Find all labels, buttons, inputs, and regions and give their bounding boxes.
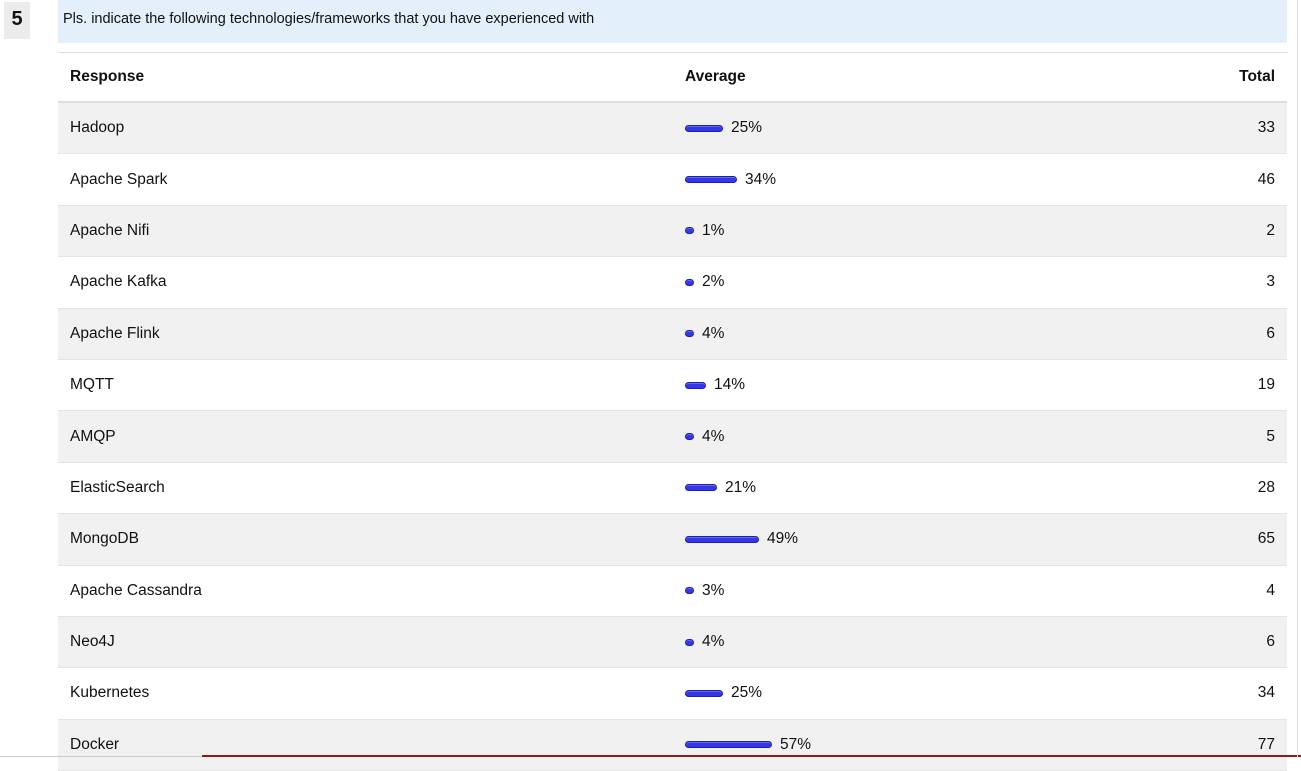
average-percent: 21% — [725, 478, 757, 496]
average-cell: 3% — [685, 582, 724, 600]
average-percent: 4% — [702, 633, 725, 651]
results-table: Response Average Total Hadoop 25% 33 Apache… — [58, 52, 1287, 771]
average-bar — [685, 741, 772, 749]
total-value: 6 — [1266, 633, 1275, 651]
total-value: 28 — [1257, 478, 1275, 496]
total-value: 2 — [1266, 221, 1275, 239]
total-value: 4 — [1266, 581, 1275, 599]
response-label: ElasticSearch — [70, 478, 165, 496]
question-number: 5 — [4, 2, 30, 39]
table-row: MQTT 14% 19 — [58, 360, 1287, 412]
table-row: Kubernetes 25% 34 — [58, 668, 1287, 720]
header-average: Average — [685, 68, 746, 85]
average-bar — [685, 227, 694, 235]
average-cell: 49% — [685, 530, 798, 548]
average-percent: 14% — [714, 376, 746, 394]
average-cell: 4% — [685, 325, 724, 343]
average-bar — [685, 433, 694, 441]
average-percent: 34% — [745, 170, 777, 188]
total-value: 6 — [1266, 324, 1275, 342]
scroll-divider — [202, 755, 1301, 757]
average-bar — [685, 176, 737, 184]
table-row: Apache Flink 4% 6 — [58, 308, 1287, 360]
table-row: Apache Nifi 1% 2 — [58, 205, 1287, 258]
average-percent: 49% — [767, 530, 799, 548]
average-cell: 4% — [685, 428, 724, 446]
table-row: Apache Spark 34% 46 — [58, 154, 1287, 206]
average-bar — [685, 381, 706, 389]
average-percent: 3% — [702, 581, 725, 599]
table-row: Hadoop 25% 33 — [58, 103, 1287, 155]
average-percent: 4% — [702, 427, 725, 445]
average-bar — [685, 638, 694, 646]
average-cell: 25% — [685, 684, 762, 702]
average-percent: 2% — [702, 273, 725, 291]
average-bar — [685, 484, 717, 492]
response-label: Apache Nifi — [70, 221, 150, 239]
table-row: AMQP 4% 5 — [58, 411, 1287, 463]
total-value: 19 — [1257, 376, 1275, 394]
page-edge — [1297, 0, 1298, 758]
total-value: 3 — [1266, 273, 1275, 291]
average-percent: 1% — [702, 221, 725, 239]
average-percent: 4% — [702, 324, 725, 342]
divider — [0, 756, 202, 757]
average-percent: 57% — [780, 735, 812, 753]
response-label: MongoDB — [70, 530, 139, 548]
response-label: Apache Flink — [70, 324, 160, 342]
table-row: ElasticSearch 21% 28 — [58, 463, 1287, 515]
average-cell: 25% — [685, 119, 762, 137]
header-response: Response — [70, 68, 145, 85]
average-cell: 2% — [685, 273, 724, 291]
header-total: Total — [1239, 68, 1275, 85]
average-bar — [685, 587, 694, 595]
total-value: 5 — [1266, 427, 1275, 445]
table-row: Neo4J 4% 6 — [58, 616, 1287, 669]
average-bar — [685, 689, 723, 697]
average-bar — [685, 535, 759, 543]
table-body: Hadoop 25% 33 Apache Spark 34% 46 Apache Nifi 1… — [58, 103, 1287, 771]
response-label: Neo4J — [70, 633, 115, 651]
average-bar — [685, 124, 723, 132]
table-row: Apache Kafka 2% 3 — [58, 257, 1287, 309]
response-label: Hadoop — [70, 119, 125, 137]
table-header: Response Average Total — [58, 52, 1287, 103]
table-row: Docker 57% 77 — [58, 719, 1287, 771]
response-label: Apache Kafka — [70, 273, 167, 291]
average-cell: 1% — [685, 222, 724, 240]
average-percent: 25% — [731, 684, 763, 702]
total-value: 33 — [1257, 119, 1275, 137]
table-row: MongoDB 49% 65 — [58, 514, 1287, 566]
response-label: Docker — [70, 735, 120, 753]
total-value: 34 — [1257, 684, 1275, 702]
average-bar — [685, 278, 694, 286]
response-label: Apache Spark — [70, 170, 168, 188]
average-cell: 14% — [685, 376, 745, 394]
response-label: AMQP — [70, 427, 116, 445]
table-row: Apache Cassandra 3% 4 — [58, 566, 1287, 617]
total-value: 65 — [1257, 530, 1275, 548]
response-label: Apache Cassandra — [70, 581, 202, 599]
response-label: MQTT — [70, 376, 114, 394]
question-text: Pls. indicate the following technologies… — [58, 0, 1287, 43]
average-bar — [685, 330, 694, 338]
total-value: 77 — [1257, 735, 1275, 753]
average-cell: 4% — [685, 633, 724, 651]
average-percent: 25% — [731, 119, 763, 137]
average-cell: 21% — [685, 479, 756, 497]
response-label: Kubernetes — [70, 684, 150, 702]
average-cell: 34% — [685, 171, 776, 189]
total-value: 46 — [1257, 170, 1275, 188]
average-cell: 57% — [685, 736, 811, 754]
